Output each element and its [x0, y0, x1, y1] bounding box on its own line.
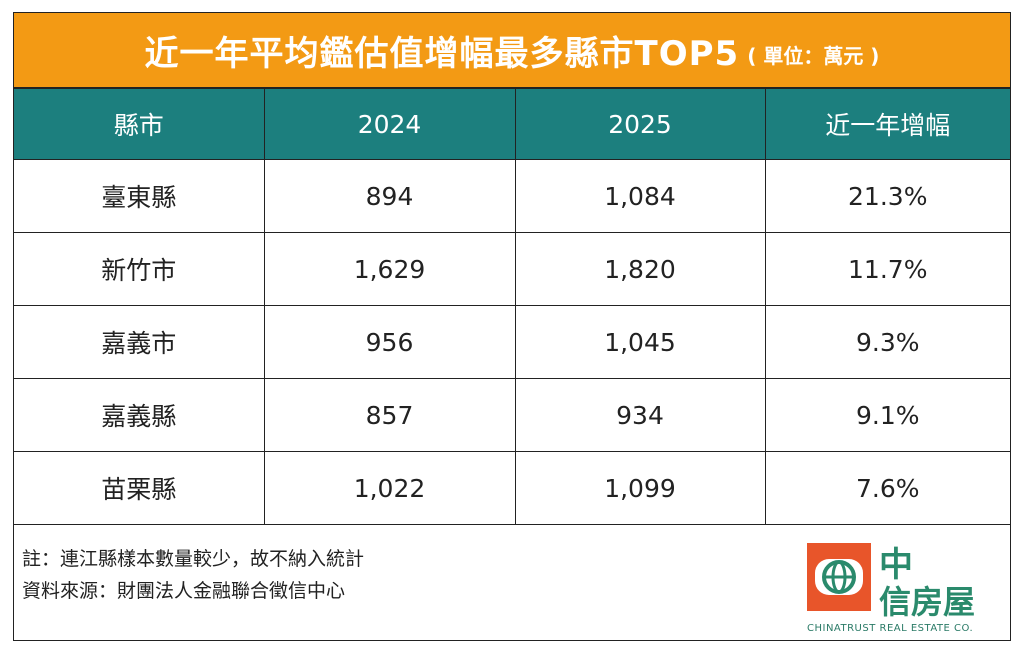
table-cell: 苗栗縣 [14, 451, 265, 525]
title-bar: 近一年平均鑑估值增幅最多縣市TOP5 ( 單位：萬元 ) [14, 13, 1010, 89]
column-header: 2024 [263, 89, 516, 160]
table-cell: 嘉義市 [14, 305, 265, 379]
logo-text: 信房屋 [879, 583, 976, 621]
logo: 中 信房屋 CHINATRUST REAL ESTATE CO. [807, 543, 1007, 638]
table-cell: 9.3% [764, 305, 1010, 379]
table-row: 嘉義市 956 1,045 9.3% [14, 305, 1010, 379]
table-cell: 894 [263, 159, 516, 233]
table-row: 新竹市 1,629 1,820 11.7% [14, 232, 1010, 306]
table-cell: 956 [263, 305, 516, 379]
table-cell: 21.3% [764, 159, 1010, 233]
notes: 註：連江縣樣本數量較少，故不納入統計 資料來源：財團法人金融聯合徵信中心 [22, 543, 364, 607]
infographic: 近一年平均鑑估值增幅最多縣市TOP5 ( 單位：萬元 ) 縣市 2024 2025 近… [13, 12, 1011, 641]
table-cell: 臺東縣 [14, 159, 265, 233]
title: 近一年平均鑑估值增幅最多縣市TOP5 [144, 33, 740, 74]
note: 註：連江縣樣本數量較少，故不納入統計 [22, 548, 365, 570]
note: 資料來源：財團法人金融聯合徵信中心 [22, 580, 346, 602]
logo-icon [807, 543, 871, 611]
data-table: 縣市 2024 2025 近一年增幅 臺東縣 894 1,084 21.3% 新竹市 1,629… [14, 89, 1010, 525]
column-header: 縣市 [14, 89, 265, 160]
table-cell: 9.1% [764, 378, 1010, 452]
unit: ( 單位：萬元 ) [747, 43, 880, 68]
table-cell: 1,099 [514, 451, 766, 525]
logo-text: 中 [879, 545, 913, 585]
header-row: 縣市 2024 2025 近一年增幅 [14, 89, 1010, 160]
table-row: 苗栗縣 1,022 1,099 7.6% [14, 451, 1010, 525]
table-cell: 11.7% [764, 232, 1010, 306]
table-body: 臺東縣 894 1,084 21.3% 新竹市 1,629 1,820 11.7% 嘉義市 956… [14, 159, 1010, 525]
table-cell: 857 [263, 378, 516, 452]
table-cell: 新竹市 [14, 232, 265, 306]
column-header: 2025 [514, 89, 766, 160]
table-cell: 1,629 [263, 232, 516, 306]
table-cell: 1,084 [514, 159, 766, 233]
table-cell: 7.6% [764, 451, 1010, 525]
logo-english: CHINATRUST REAL ESTATE CO. [807, 623, 974, 634]
column-header: 近一年增幅 [764, 89, 1010, 160]
table-cell: 嘉義縣 [14, 378, 265, 452]
table-cell: 1,022 [263, 451, 516, 525]
table-row: 臺東縣 894 1,084 21.3% [14, 159, 1010, 233]
table-cell: 1,045 [514, 305, 766, 379]
table-cell: 934 [514, 378, 766, 452]
table-row: 嘉義縣 857 934 9.1% [14, 378, 1010, 452]
table-cell: 1,820 [514, 232, 766, 306]
